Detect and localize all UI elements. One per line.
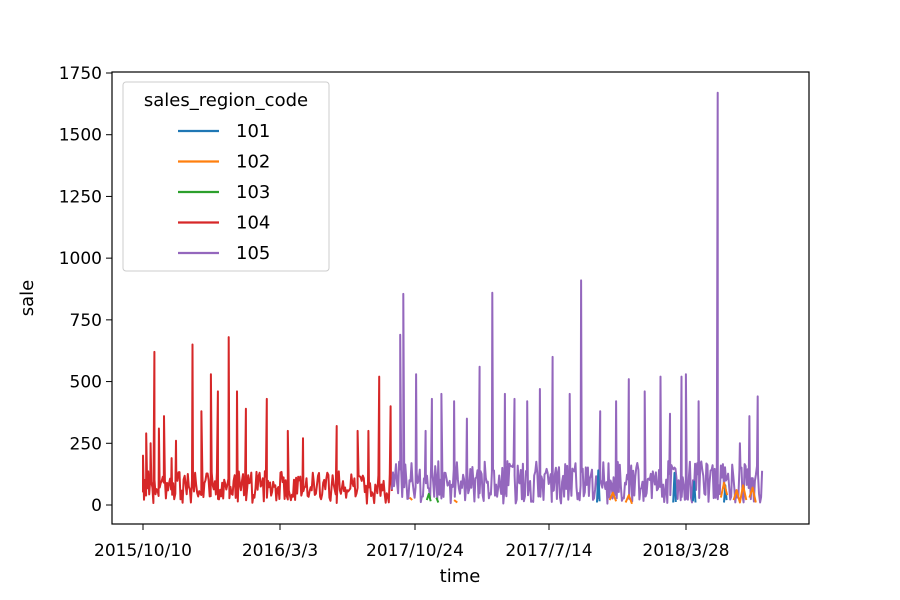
y-tick-label: 0 [91,496,102,516]
series-104-line [142,336,393,505]
legend-label-103: 103 [236,182,270,203]
plot-frame [111,71,810,525]
series-layer [142,91,764,505]
y-tick-label: 500 [70,373,102,393]
series-102-line [408,496,413,501]
series-103-line [425,492,432,502]
series-105-line [390,91,764,505]
series-102-line [624,494,633,505]
y-tick-label: 1250 [59,187,102,207]
y-tick-label: 250 [70,434,102,454]
series-102-line [608,491,618,502]
legend-label-104: 104 [236,213,270,234]
x-axis-label: time [440,566,481,587]
x-axis: 2015/10/10 2016/3/3 2017/10/24 2017/7/14 201… [94,524,730,561]
y-tick-label: 1000 [59,249,102,269]
series-102-line [732,484,748,504]
y-tick-label: 1750 [59,64,102,84]
y-tick-label: 750 [70,311,102,331]
y-axis: 0 250 500 750 1000 1250 1500 1750 [59,64,112,516]
series-102-line [453,499,458,504]
legend-box [122,81,330,272]
series-101-line [596,469,601,503]
series-102-line [748,486,757,503]
x-tick-label: 2016/3/3 [242,541,318,561]
series-102-line [719,481,729,498]
legend-label-102: 102 [236,152,270,173]
series-101-line [691,480,697,503]
legend-entries: 101 102 103 104 105 [178,121,270,264]
legend-label-101: 101 [236,121,270,142]
series-101-line [672,471,677,503]
x-tick-label: 2015/10/10 [94,541,192,561]
y-tick-label: 1500 [59,126,102,146]
x-tick-label: 2018/3/28 [642,541,729,561]
legend: sales_region_code 101 102 103 104 105 [122,81,330,272]
y-axis-label: sale [17,280,38,316]
legend-label-105: 105 [236,243,270,264]
series-103-line [435,497,440,503]
x-tick-label: 2017/10/24 [366,541,464,561]
x-tick-label: 2017/7/14 [505,541,592,561]
legend-title: sales_region_code [144,90,308,111]
